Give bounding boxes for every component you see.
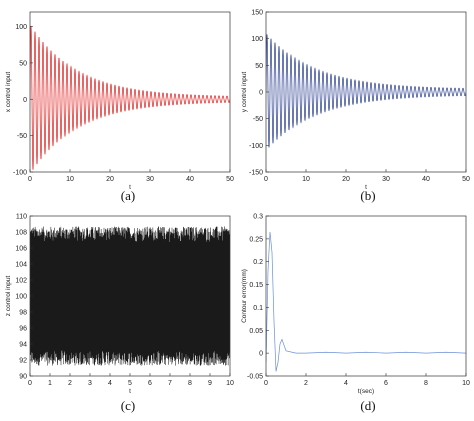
x-tick-label: 0 — [28, 380, 32, 387]
x-tick-label: 7 — [168, 380, 172, 387]
y-tick-label: -50 — [17, 133, 27, 140]
x-tick-label: 0 — [264, 176, 268, 183]
y-tick-label: 102 — [15, 278, 27, 285]
y-tick-label: -100 — [249, 143, 263, 150]
x-tick-label: 30 — [382, 176, 390, 183]
y-tick-label: 98 — [19, 310, 27, 317]
y-tick-label: -150 — [249, 170, 263, 177]
y-axis-label: Contour error(mm) — [241, 269, 248, 323]
x-tick-label: 50 — [462, 176, 470, 183]
y-tick-label: -0.05 — [247, 374, 263, 381]
y-tick-label: 96 — [19, 326, 27, 333]
x-tick-label: 10 — [226, 380, 234, 387]
series-line — [30, 25, 230, 170]
x-tick-label: 6 — [384, 380, 388, 387]
x-tick-label: 0 — [28, 176, 32, 183]
panel-caption-d: (d) — [360, 398, 375, 413]
x-tick-label: 8 — [424, 380, 428, 387]
panel-a: 0 10 20 30 40 50 -100 -50 0 50 100 t x control input — [5, 11, 234, 191]
axes-frame — [29, 11, 231, 173]
series-line — [30, 226, 230, 366]
x-tick-label: 9 — [208, 380, 212, 387]
x-tick-label: 40 — [422, 176, 430, 183]
x-tick-label: 20 — [342, 176, 350, 183]
y-tick-label: 50 — [19, 60, 27, 67]
y-tick-label: 150 — [251, 10, 263, 17]
x-tick-label: 2 — [304, 380, 308, 387]
x-tick-label: 10 — [302, 176, 310, 183]
x-tick-label: 3 — [88, 380, 92, 387]
series-line — [266, 231, 466, 372]
plot-area — [266, 216, 466, 376]
x-tick-label: 2 — [68, 380, 72, 387]
x-axis-label: t — [129, 184, 131, 191]
y-tick-label: 0.2 — [253, 259, 263, 266]
y-tick-label: 50 — [255, 63, 263, 70]
x-tick-label: 30 — [146, 176, 154, 183]
axes-frame — [265, 215, 467, 377]
series-line — [266, 34, 466, 148]
y-tick-label: 104 — [15, 262, 27, 269]
panel-c: 0 1 2 3 4 5 6 7 8 9 10 90 92 94 96 98 100 102 104 106 108 110… — [5, 214, 234, 396]
x-axis-label: t — [365, 184, 367, 191]
x-tick-label: 50 — [226, 176, 234, 183]
y-tick-label: 94 — [19, 342, 27, 349]
y-axis-label: x control input — [5, 72, 12, 113]
y-tick-label: 0 — [259, 351, 263, 358]
x-axis-label: t — [129, 388, 131, 395]
y-tick-label: 0.15 — [249, 282, 263, 289]
y-tick-label: 100 — [15, 24, 27, 31]
x-tick-label: 20 — [106, 176, 114, 183]
y-tick-label: 90 — [19, 374, 27, 381]
panel-caption-b: (b) — [360, 188, 375, 203]
x-tick-label: 8 — [188, 380, 192, 387]
x-tick-label: 5 — [128, 380, 132, 387]
y-tick-label: 100 — [251, 36, 263, 43]
panel-caption-a: (a) — [121, 188, 135, 203]
y-tick-label: 0.1 — [253, 305, 263, 312]
y-tick-label: 0.05 — [249, 328, 263, 335]
y-tick-label: 0.25 — [249, 236, 263, 243]
x-tick-label: 10 — [66, 176, 74, 183]
y-tick-label: -100 — [13, 170, 27, 177]
y-tick-label: 0 — [259, 90, 263, 97]
y-tick-label: -50 — [253, 116, 263, 123]
y-tick-label: 100 — [15, 294, 27, 301]
x-tick-label: 0 — [264, 380, 268, 387]
x-tick-label: 4 — [344, 380, 348, 387]
y-axis-label: y control input — [241, 72, 248, 113]
panel-caption-c: (c) — [121, 398, 135, 413]
x-axis-label: t(sec) — [358, 388, 374, 395]
y-tick-label: 108 — [15, 230, 27, 237]
x-tick-label: 40 — [186, 176, 194, 183]
y-tick-label: 106 — [15, 246, 27, 253]
y-tick-label: 0 — [23, 97, 27, 104]
y-tick-label: 110 — [16, 214, 27, 221]
panel-b: 0 10 20 30 40 50 -150 -100 -50 0 50 100 150 t y contro… — [241, 10, 470, 192]
x-tick-label: 4 — [108, 380, 112, 387]
plot-area — [30, 12, 230, 172]
x-tick-label: 10 — [462, 380, 470, 387]
y-axis-label: z control input — [5, 276, 12, 317]
y-tick-label: 92 — [19, 358, 27, 365]
panel-d: 0 2 4 6 8 10-0.0500.050.10.150.20.250.3t(sec)… — [241, 214, 470, 396]
x-tick-label: 6 — [148, 380, 152, 387]
y-tick-label: 0.3 — [253, 214, 263, 221]
x-tick-label: 1 — [48, 380, 52, 387]
